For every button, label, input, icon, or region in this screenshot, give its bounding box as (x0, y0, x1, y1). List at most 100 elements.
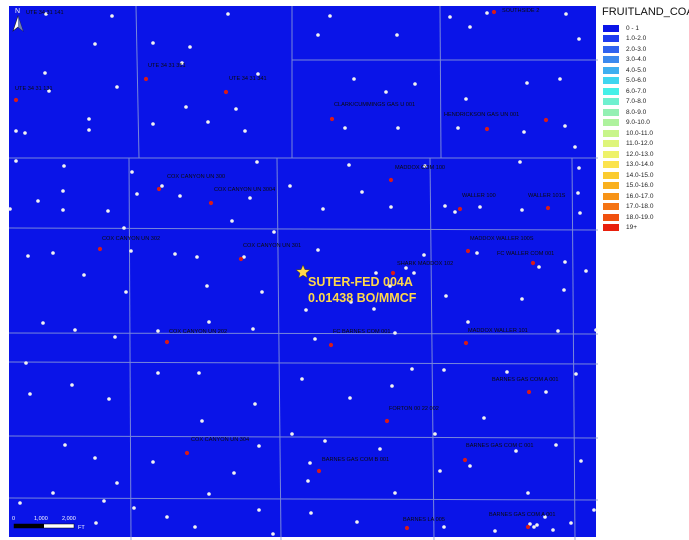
well-marker[interactable] (393, 331, 397, 335)
well-marker[interactable] (251, 327, 255, 331)
well-marker[interactable] (578, 211, 582, 215)
well-marker[interactable] (156, 371, 160, 375)
well-marker[interactable] (43, 71, 47, 75)
well-marker[interactable] (372, 307, 376, 311)
highlighted-well-marker[interactable] (543, 117, 549, 123)
highlighted-well-marker[interactable] (223, 89, 229, 95)
well-marker[interactable] (442, 525, 446, 529)
well-marker[interactable] (257, 508, 261, 512)
well-marker[interactable] (308, 461, 312, 465)
well-marker[interactable] (522, 130, 526, 134)
well-marker[interactable] (243, 129, 247, 133)
well-marker[interactable] (478, 205, 482, 209)
well-marker[interactable] (151, 41, 155, 45)
highlighted-well-marker[interactable] (530, 260, 536, 266)
well-marker[interactable] (195, 255, 199, 259)
well-marker[interactable] (124, 290, 128, 294)
well-marker[interactable] (493, 529, 497, 533)
well-marker[interactable] (389, 205, 393, 209)
well-marker[interactable] (73, 328, 77, 332)
well-marker[interactable] (592, 508, 596, 512)
well-marker[interactable] (528, 522, 532, 526)
well-marker[interactable] (14, 129, 18, 133)
well-marker[interactable] (485, 11, 489, 15)
well-marker[interactable] (122, 226, 126, 230)
highlighted-well-marker[interactable] (164, 339, 170, 345)
well-marker[interactable] (304, 308, 308, 312)
well-marker[interactable] (444, 294, 448, 298)
well-marker[interactable] (352, 77, 356, 81)
well-marker[interactable] (106, 209, 110, 213)
well-marker[interactable] (165, 515, 169, 519)
well-marker[interactable] (390, 384, 394, 388)
well-marker[interactable] (160, 184, 164, 188)
well-marker[interactable] (242, 255, 246, 259)
well-marker[interactable] (453, 210, 457, 214)
highlighted-well-marker[interactable] (384, 418, 390, 424)
well-marker[interactable] (197, 371, 201, 375)
well-marker[interactable] (456, 126, 460, 130)
well-marker[interactable] (355, 520, 359, 524)
highlighted-well-marker[interactable] (484, 126, 490, 132)
star-icon[interactable] (295, 264, 311, 279)
well-marker[interactable] (525, 81, 529, 85)
well-marker[interactable] (28, 392, 32, 396)
well-marker[interactable] (93, 42, 97, 46)
well-marker[interactable] (543, 515, 547, 519)
well-marker[interactable] (87, 117, 91, 121)
well-marker[interactable] (188, 45, 192, 49)
highlighted-well-marker[interactable] (463, 340, 469, 346)
well-marker[interactable] (309, 511, 313, 515)
well-marker[interactable] (442, 368, 446, 372)
well-marker[interactable] (200, 419, 204, 423)
well-marker[interactable] (180, 61, 184, 65)
well-marker[interactable] (343, 126, 347, 130)
highlighted-well-marker[interactable] (329, 116, 335, 122)
well-marker[interactable] (151, 122, 155, 126)
well-marker[interactable] (115, 481, 119, 485)
well-marker[interactable] (61, 208, 65, 212)
well-marker[interactable] (129, 249, 133, 253)
well-marker[interactable] (475, 251, 479, 255)
highlighted-well-marker[interactable] (184, 450, 190, 456)
well-marker[interactable] (253, 402, 257, 406)
well-marker[interactable] (207, 492, 211, 496)
well-marker[interactable] (466, 320, 470, 324)
well-marker[interactable] (374, 271, 378, 275)
highlighted-well-marker[interactable] (143, 76, 149, 82)
well-marker[interactable] (396, 126, 400, 130)
well-marker[interactable] (384, 90, 388, 94)
well-marker[interactable] (558, 77, 562, 81)
well-marker[interactable] (556, 329, 560, 333)
well-marker[interactable] (24, 361, 28, 365)
highlighted-well-marker[interactable] (465, 248, 471, 254)
well-marker[interactable] (156, 329, 160, 333)
well-marker[interactable] (184, 105, 188, 109)
well-marker[interactable] (482, 416, 486, 420)
well-marker[interactable] (348, 396, 352, 400)
well-marker[interactable] (443, 204, 447, 208)
well-marker[interactable] (569, 521, 573, 525)
well-marker[interactable] (234, 107, 238, 111)
well-marker[interactable] (544, 390, 548, 394)
well-marker[interactable] (14, 159, 18, 163)
highlighted-well-marker[interactable] (526, 389, 532, 395)
well-marker[interactable] (554, 443, 558, 447)
well-marker[interactable] (413, 82, 417, 86)
well-marker[interactable] (468, 25, 472, 29)
well-marker[interactable] (410, 367, 414, 371)
well-marker[interactable] (520, 208, 524, 212)
well-marker[interactable] (313, 337, 317, 341)
well-marker[interactable] (378, 447, 382, 451)
well-marker[interactable] (130, 170, 134, 174)
well-marker[interactable] (132, 506, 136, 510)
well-marker[interactable] (206, 120, 210, 124)
well-marker[interactable] (433, 432, 437, 436)
well-marker[interactable] (94, 521, 98, 525)
well-marker[interactable] (62, 164, 66, 168)
well-marker[interactable] (255, 160, 259, 164)
well-marker[interactable] (207, 320, 211, 324)
well-marker[interactable] (468, 464, 472, 468)
highlighted-well-marker[interactable] (13, 97, 19, 103)
highlighted-well-marker[interactable] (457, 206, 463, 212)
